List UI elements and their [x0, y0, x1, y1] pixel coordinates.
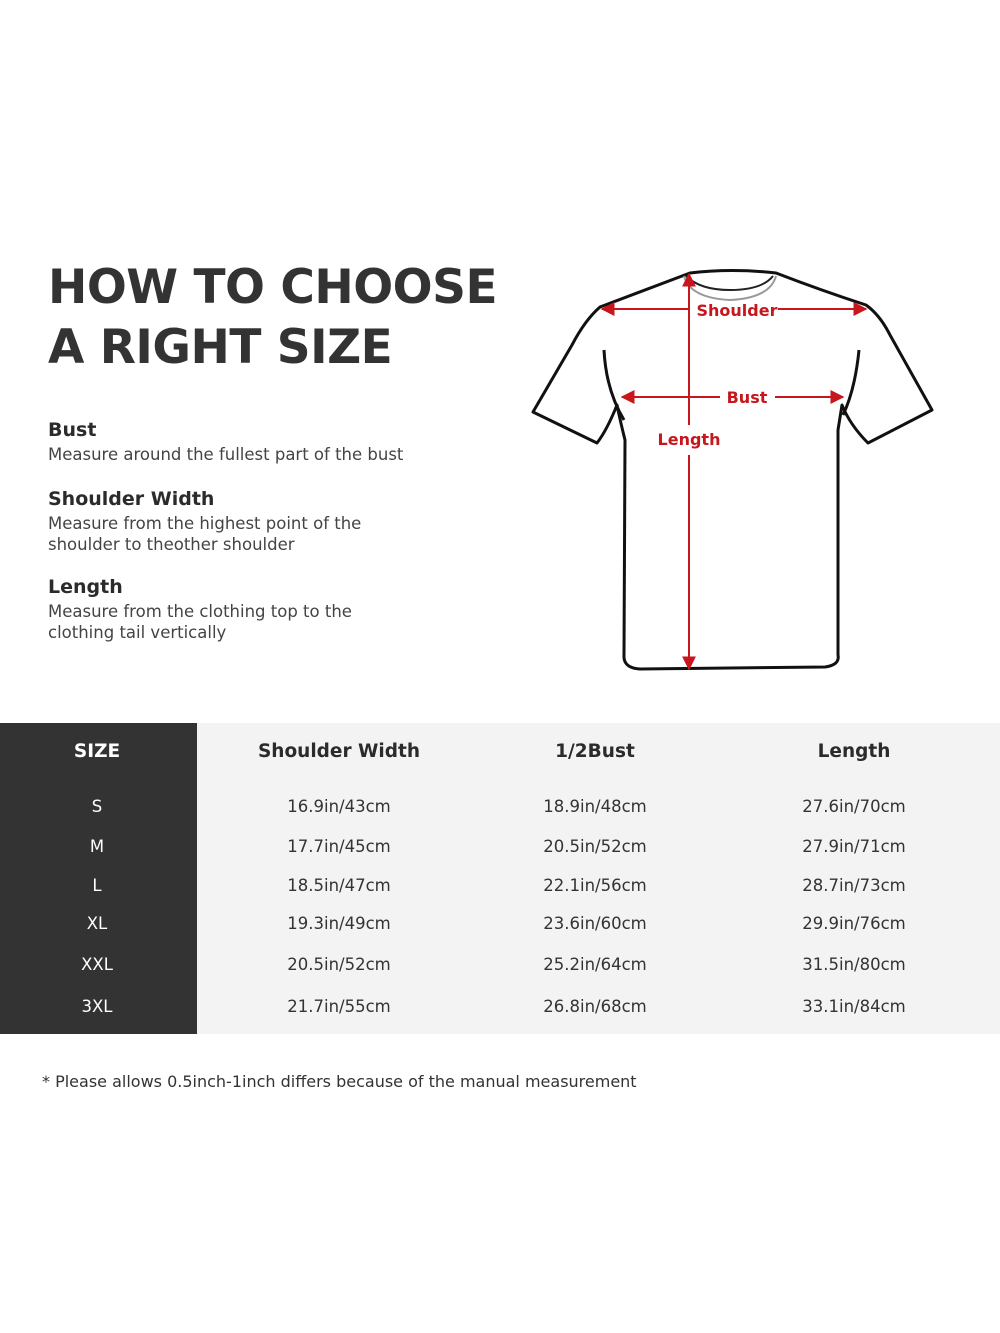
- table-cell: 31.5in/80cm: [802, 955, 906, 974]
- size-cell: S: [91, 797, 103, 816]
- table-cell: 27.6in/70cm: [802, 797, 906, 816]
- size-cell: M: [89, 837, 105, 856]
- size-cell: L: [92, 876, 102, 895]
- size-table: SIZE Shoulder Width 1/2Bust Length S 16.9in/4…: [0, 723, 1000, 1034]
- table-cell: 23.6in/60cm: [543, 914, 647, 933]
- page-title: HOW TO CHOOSE A RIGHT SIZE: [48, 258, 498, 378]
- guide-bust: Bust Measure around the fullest part of …: [48, 418, 403, 465]
- table-cell: 21.7in/55cm: [287, 997, 391, 1016]
- guide-text: Measure around the fullest part of the b…: [48, 445, 404, 464]
- table-cell: 29.9in/76cm: [802, 914, 906, 933]
- table-cell: 18.5in/47cm: [287, 876, 391, 895]
- table-header: Shoulder Width: [257, 741, 421, 762]
- table-cell: 20.5in/52cm: [287, 955, 391, 974]
- table-cell: 19.3in/49cm: [287, 914, 391, 933]
- table-cell: 25.2in/64cm: [543, 955, 647, 974]
- measurement-note: * Please allows 0.5inch-1inch differs be…: [42, 1072, 637, 1091]
- size-cell: 3XL: [81, 997, 113, 1016]
- table-cell: 27.9in/71cm: [802, 837, 906, 856]
- tshirt-diagram: Shoulder Bust Length: [531, 269, 934, 671]
- table-cell: 22.1in/56cm: [543, 876, 647, 895]
- table-cell: 26.8in/68cm: [543, 997, 647, 1016]
- guide-text: Measure from the highest point of the sh…: [48, 514, 362, 554]
- table-cell: 16.9in/43cm: [287, 797, 391, 816]
- length-label: Length: [658, 430, 721, 449]
- table-cell: 18.9in/48cm: [543, 797, 647, 816]
- guide-heading: Shoulder Width: [48, 488, 215, 510]
- bust-label: Bust: [727, 388, 768, 407]
- table-cell: 17.7in/45cm: [287, 837, 391, 856]
- table-cell: 28.7in/73cm: [802, 876, 906, 895]
- table-cell: 33.1in/84cm: [802, 997, 906, 1016]
- tshirt-outline: [531, 269, 934, 671]
- guide-shoulder-width: Shoulder Width Measure from the highest …: [48, 487, 388, 555]
- size-cell: XXL: [81, 955, 113, 974]
- title-line-1: HOW TO CHOOSE: [48, 260, 498, 315]
- title-line-2: A RIGHT SIZE: [48, 320, 393, 375]
- table-header: 1/2Bust: [555, 741, 635, 762]
- size-cell: XL: [86, 914, 108, 933]
- guide-length: Length Measure from the clothing top to …: [48, 575, 378, 643]
- guide-heading: Length: [48, 576, 123, 598]
- table-header: SIZE: [73, 741, 121, 762]
- guide-heading: Bust: [48, 419, 97, 441]
- guide-text: Measure from the clothing top to the clo…: [48, 602, 352, 642]
- table-header: Length: [817, 741, 891, 762]
- table-cell: 20.5in/52cm: [543, 837, 647, 856]
- shoulder-label: Shoulder: [697, 301, 778, 320]
- size-column-bg: [0, 723, 197, 1034]
